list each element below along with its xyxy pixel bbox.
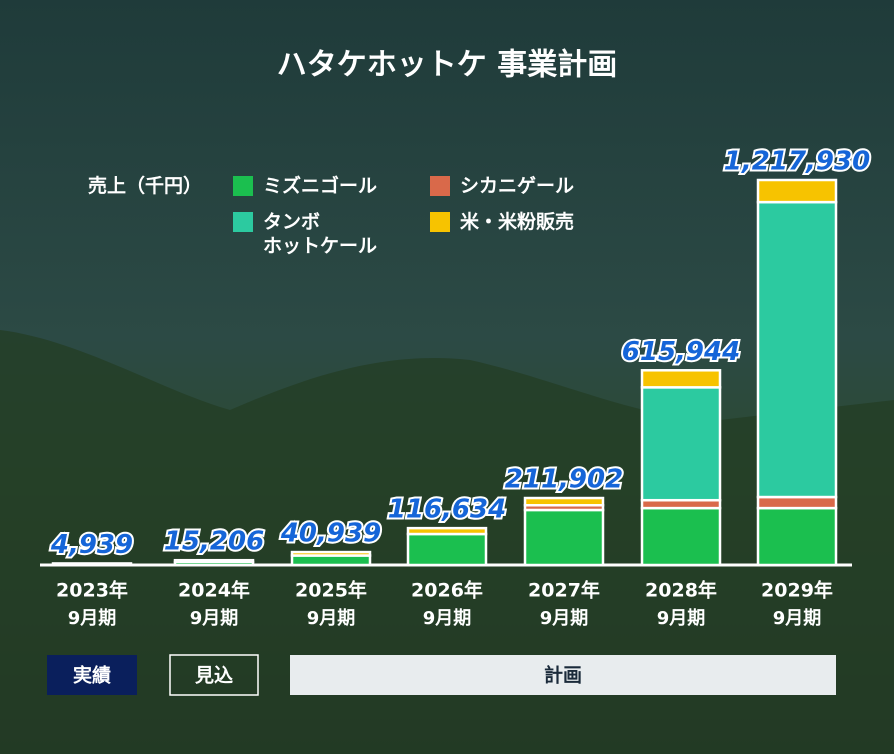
bar-segment <box>290 554 372 567</box>
x-tick-label: 2027年 <box>528 579 600 602</box>
phase-box <box>169 654 259 696</box>
legend-swatch <box>233 176 253 196</box>
legend-label: ミズニゴール <box>263 175 378 197</box>
unit-label: 売上（千円） <box>88 175 203 197</box>
x-tick-label: 2024年 <box>178 579 250 602</box>
phase-label: 計画 <box>544 664 582 687</box>
bar-segment <box>523 496 605 507</box>
phase-label: 見込 <box>195 665 233 687</box>
bar-segment <box>290 550 372 557</box>
phase-label: 実績 <box>73 664 111 687</box>
bar-segment <box>523 508 605 567</box>
total-label: 211,902 <box>505 465 623 495</box>
x-tick-label: 2023年 <box>56 579 128 602</box>
bar-segment <box>756 495 838 510</box>
legend-label: 米・米粉販売 <box>460 211 575 233</box>
x-tick-label: 9月期 <box>307 608 356 629</box>
total-label: 1,217,930 <box>724 147 870 177</box>
bar-segment <box>756 200 838 499</box>
total-label: 116,634 <box>388 495 506 525</box>
phase-box <box>47 655 137 695</box>
bar-segment <box>640 506 722 567</box>
phase-box <box>290 655 836 695</box>
x-tick-label: 2025年 <box>295 579 367 602</box>
x-tick-label: 2026年 <box>411 579 483 602</box>
x-tick-label: 9月期 <box>657 608 706 629</box>
x-tick-label: 9月期 <box>423 608 472 629</box>
legend-swatch <box>430 176 450 196</box>
legend-swatch <box>233 212 253 232</box>
bar-segment <box>756 178 838 204</box>
total-label: 615,944 <box>622 337 740 367</box>
legend-swatch <box>430 212 450 232</box>
chart-title: ハタケホットケ 事業計画 <box>277 48 617 83</box>
bar-segment <box>51 562 133 567</box>
total-label: 4,939 <box>50 530 133 560</box>
bar-segment <box>756 506 838 567</box>
bar-segment <box>406 532 488 567</box>
x-tick-label: 9月期 <box>68 608 117 629</box>
x-tick-label: 2028年 <box>645 579 717 602</box>
total-label: 40,939 <box>280 519 381 549</box>
legend-label: シカニゲール <box>460 175 575 197</box>
bar-segment <box>640 369 722 389</box>
x-tick-label: 9月期 <box>540 608 589 629</box>
x-tick-label: 9月期 <box>190 608 239 629</box>
bar-segment <box>406 526 488 536</box>
bar-segment <box>173 558 255 564</box>
x-tick-label: 2029年 <box>761 579 833 602</box>
total-label: 15,206 <box>164 527 264 557</box>
x-tick-label: 9月期 <box>773 608 822 629</box>
bar-segment <box>640 386 722 502</box>
legend-label: タンボ ホットケール <box>263 211 378 257</box>
